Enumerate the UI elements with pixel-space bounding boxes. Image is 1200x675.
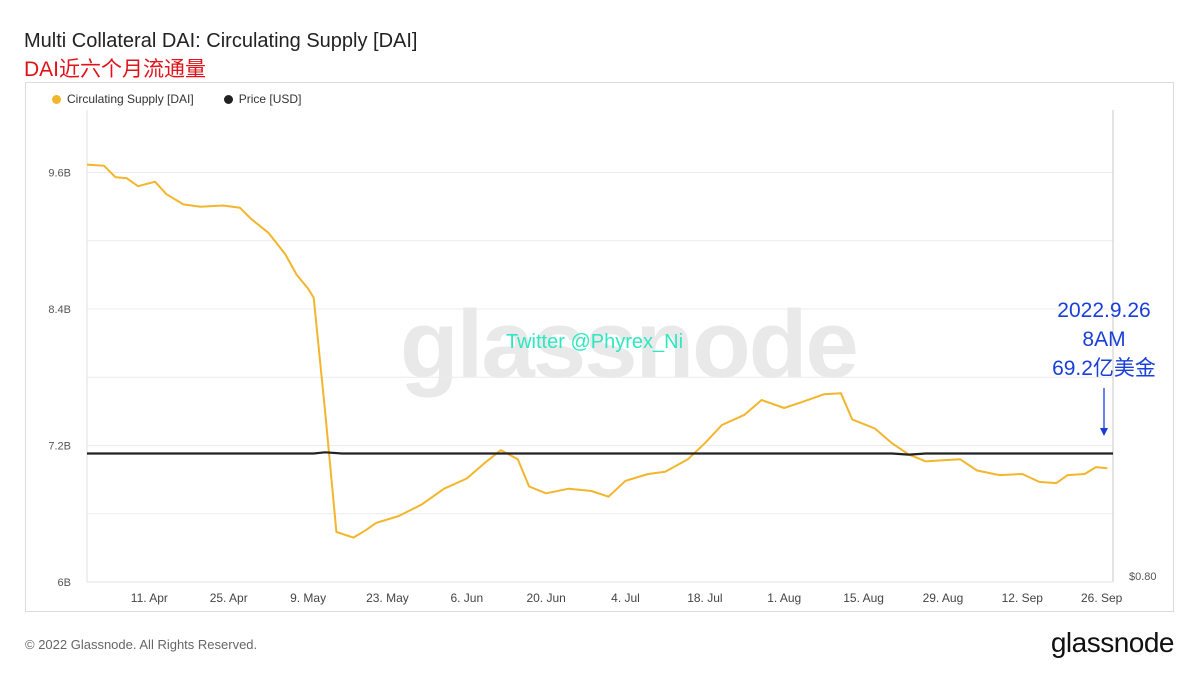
x-tick-label: 15. Aug [843,591,884,605]
series-line-price [87,451,1113,456]
chart-subtitle: DAI近六个月流通量 [24,58,207,81]
y-tick-label: 8.4B [48,304,71,316]
chart-frame [25,82,1174,612]
x-tick-label: 6. Jun [450,591,483,605]
brand-logo: glassnode [1050,627,1175,658]
x-tick-label: 9. May [290,591,326,605]
y-tick-label: 9.6B [48,168,71,180]
annotation-arrow-head [1100,428,1108,436]
chart-legend: Circulating Supply [DAI] Price [USD] [52,92,301,106]
x-tick-label: 18. Jul [687,591,722,605]
chart-title: Multi Collateral DAI: Circulating Supply… [24,30,418,52]
annotation-date: 2022.9.26 [1057,299,1151,322]
x-tick-label: 26. Sep [1081,591,1123,605]
x-tick-label: 29. Aug [923,591,964,605]
series-line-supply [86,163,1108,539]
x-tick-label: 1. Aug [767,591,801,605]
legend-supply-dot [52,94,61,104]
x-tick-label: 11. Apr [131,591,168,605]
legend-item-supply[interactable]: Circulating Supply [DAI] [52,92,194,106]
legend-price-dot [223,94,233,104]
x-tick-label: 25. Apr [210,591,248,605]
date-annotation: 2022.9.26 8AM 69.2亿美金 [1040,296,1168,383]
y-tick-label: 6B [58,577,71,589]
x-tick-label: 12. Sep [1002,591,1044,605]
x-tick-label: 20. Jun [526,591,565,605]
y-right-tick-label: $0.80 [1129,571,1157,583]
y-tick-label: 7.2B [48,441,71,453]
twitter-handle: Twitter @Phyrex_Ni [506,331,684,353]
annotation-amount: 69.2亿美金 [1052,357,1156,380]
legend-item-price[interactable]: Price [USD] [223,92,302,106]
legend-price-label: Price [USD] [238,92,302,106]
annotation-time: 8AM [1082,328,1126,351]
legend-supply-label: Circulating Supply [DAI] [67,92,194,106]
x-tick-label: 23. May [366,591,409,605]
x-tick-label: 4. Jul [611,591,640,605]
copyright-text: © 2022 Glassnode. All Rights Reserved. [25,637,258,652]
